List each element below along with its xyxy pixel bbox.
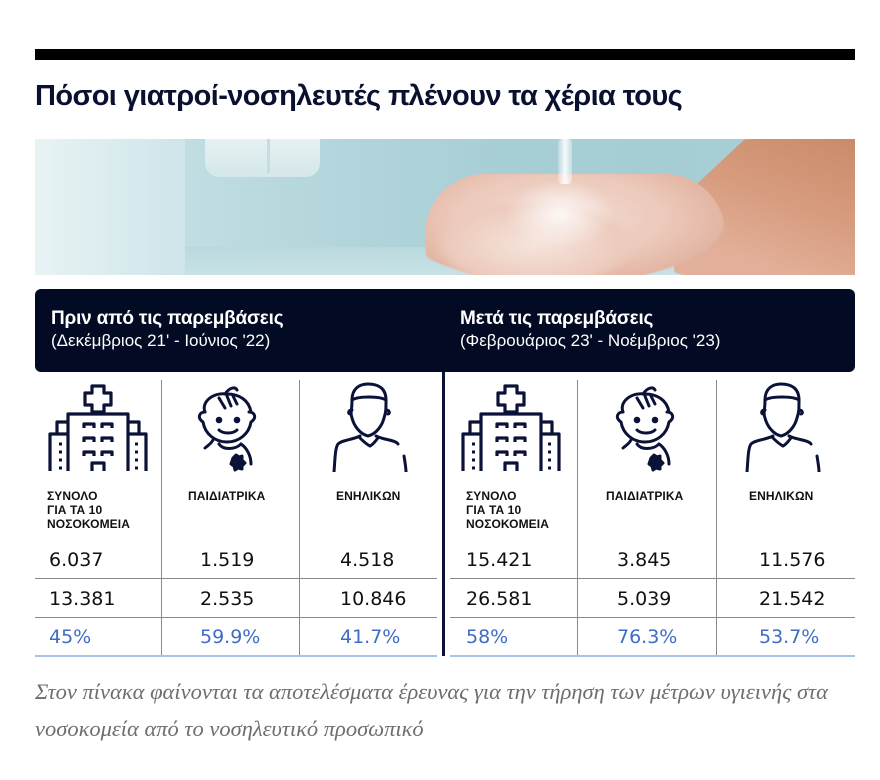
table-bottom-rule xyxy=(450,655,855,657)
row-divider xyxy=(450,617,855,618)
column-divider xyxy=(161,380,162,655)
row-divider xyxy=(35,578,437,579)
value-cell: 10.846 xyxy=(340,588,407,610)
column-divider xyxy=(299,380,300,655)
column-adult-before: ΕΝΗΛΙΚΩΝ xyxy=(300,372,437,545)
period-before-header: Πριν από τις παρεμβάσεις (Δεκέμβριος 21'… xyxy=(51,308,284,351)
value-cell: 13.381 xyxy=(49,588,116,610)
column-label: ΠΑΙΔΙΑΤΡΙΚΑ xyxy=(606,489,684,503)
hospital-icon xyxy=(47,382,151,472)
column-divider xyxy=(716,380,717,655)
value-cell: 1.519 xyxy=(200,549,255,571)
value-cell: 4.518 xyxy=(340,549,395,571)
percent-cell: 76.3% xyxy=(617,626,678,648)
column-label: ΣΥΝΟΛΟ ΓΙΑ ΤΑ 10 ΝΟΣΟΚΟΜΕΙΑ xyxy=(47,489,130,531)
column-label: ΠΑΙΔΙΑΤΡΙΚΑ xyxy=(188,489,266,503)
periods-header: Πριν από τις παρεμβάσεις (Δεκέμβριος 21'… xyxy=(35,289,855,372)
column-divider xyxy=(577,380,578,655)
period-after-title: Μετά τις παρεμβάσεις xyxy=(460,308,654,329)
child-icon xyxy=(191,382,271,472)
column-label: ΣΥΝΟΛΟ ΓΙΑ ΤΑ 10 ΝΟΣΟΚΟΜΕΙΑ xyxy=(466,489,549,531)
value-cell: 26.581 xyxy=(466,588,533,610)
adult-icon xyxy=(743,382,823,472)
period-before-dates: (Δεκέμβριος 21' - Ιούνιος '22) xyxy=(51,331,271,350)
column-label: ΕΝΗΛΙΚΩΝ xyxy=(749,489,814,503)
column-total-before: ΣΥΝΟΛΟ ΓΙΑ ΤΑ 10 ΝΟΣΟΚΟΜΕΙΑ xyxy=(35,372,161,545)
column-adult-after: ΕΝΗΛΙΚΩΝ xyxy=(717,372,855,545)
column-label: ΕΝΗΛΙΚΩΝ xyxy=(336,489,401,503)
value-cell: 5.039 xyxy=(617,588,672,610)
value-cell: 2.535 xyxy=(200,588,255,610)
column-pediatric-after: ΠΑΙΔΙΑΤΡΙΚΑ xyxy=(578,372,716,545)
row-divider xyxy=(450,578,855,579)
period-after-header: Μετά τις παρεμβάσεις (Φεβρουάριος 23' - … xyxy=(460,308,720,351)
child-icon xyxy=(609,382,689,472)
period-divider xyxy=(442,372,445,656)
percent-cell: 58% xyxy=(466,626,509,648)
percent-cell: 59.9% xyxy=(200,626,261,648)
value-cell: 11.576 xyxy=(759,549,826,571)
percent-cell: 45% xyxy=(49,626,92,648)
percent-cell: 53.7% xyxy=(759,626,820,648)
value-cell: 15.421 xyxy=(466,549,533,571)
adult-icon xyxy=(330,382,410,472)
value-cell: 6.037 xyxy=(49,549,104,571)
value-cell: 21.542 xyxy=(759,588,826,610)
column-pediatric-before: ΠΑΙΔΙΑΤΡΙΚΑ xyxy=(162,372,299,545)
table-bottom-rule xyxy=(35,655,437,657)
caption: Στον πίνακα φαίνονται τα αποτελέσματα έρ… xyxy=(35,679,828,741)
percent-cell: 41.7% xyxy=(340,626,401,648)
top-rule xyxy=(35,49,855,60)
period-before-title: Πριν από τις παρεμβάσεις xyxy=(51,308,284,329)
column-total-after: ΣΥΝΟΛΟ ΓΙΑ ΤΑ 10 ΝΟΣΟΚΟΜΕΙΑ xyxy=(450,372,577,545)
page-title: Πόσοι γιατροί-νοσηλευτές πλένουν τα χέρι… xyxy=(35,80,683,112)
hospital-icon xyxy=(460,382,564,472)
hands-washing-photo xyxy=(35,139,855,275)
period-after-dates: (Φεβρουάριος 23' - Νοέμβριος '23) xyxy=(460,331,721,350)
row-divider xyxy=(35,617,437,618)
value-cell: 3.845 xyxy=(617,549,672,571)
